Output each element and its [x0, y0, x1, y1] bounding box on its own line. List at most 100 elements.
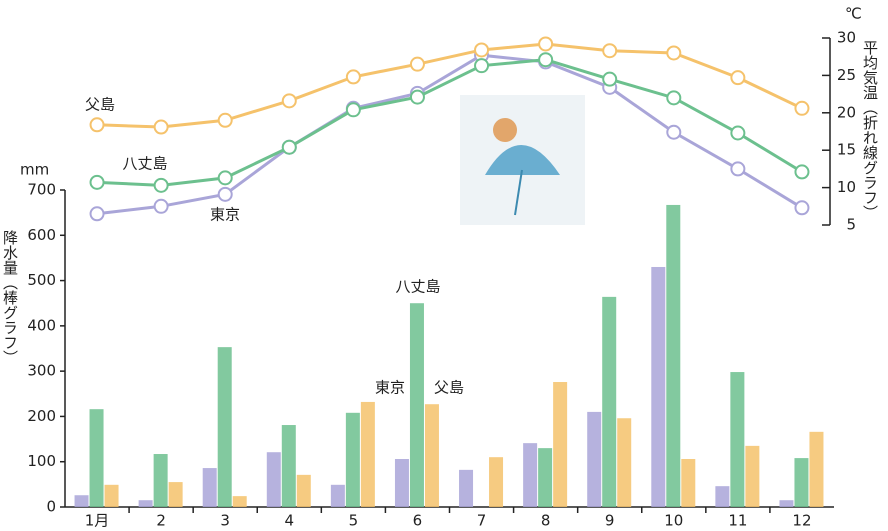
y-axis-title: 降水量（棒グラフ）: [1, 230, 19, 365]
temperature-point: [91, 176, 104, 189]
y2-tick-label: 10: [837, 178, 856, 196]
bar: [282, 425, 296, 507]
y-tick-label: 400: [27, 316, 56, 334]
line-label: 東京: [210, 206, 240, 224]
bar: [218, 347, 232, 507]
temperature-point: [795, 201, 808, 214]
bar: [617, 418, 631, 507]
x-tick-label: 3: [220, 512, 230, 530]
bar: [154, 454, 168, 507]
bar: [730, 372, 744, 507]
temperature-point: [667, 91, 680, 104]
temperature-point: [91, 207, 104, 220]
bar: [779, 500, 793, 507]
bar: [745, 446, 759, 507]
y2-tick-label: 25: [837, 66, 856, 84]
bar: [587, 412, 601, 507]
bar: [523, 443, 537, 507]
bar: [105, 485, 119, 507]
y-tick-label: 0: [46, 498, 56, 516]
bar: [489, 457, 503, 507]
temperature-point: [219, 114, 232, 127]
x-tick-label: 5: [349, 512, 359, 530]
temperature-point: [539, 37, 552, 50]
line-label: 八丈島: [122, 155, 167, 173]
line-label: 父島: [85, 96, 115, 114]
y2-tick-label: 20: [837, 103, 856, 121]
bar: [169, 482, 183, 507]
bar: [233, 496, 247, 507]
y2-tick-label: 30: [837, 29, 856, 47]
bar: [425, 404, 439, 507]
temperature-point: [539, 53, 552, 66]
bar: [297, 475, 311, 507]
x-tick-label: 2: [156, 512, 166, 530]
x-tick-label: 7: [477, 512, 487, 530]
bar: [331, 485, 345, 507]
y2-tick-label: 5: [846, 216, 856, 234]
y-tick-label: 100: [27, 452, 56, 470]
bar: [459, 470, 473, 507]
temperature-point: [283, 94, 296, 107]
y2-tick-label: 15: [837, 141, 856, 159]
temperature-point: [219, 188, 232, 201]
bar: [794, 458, 808, 507]
temperature-point: [667, 46, 680, 59]
temperature-point: [347, 103, 360, 116]
temperature-point: [795, 165, 808, 178]
temperature-point: [219, 171, 232, 184]
bar: [395, 459, 409, 507]
y-tick-label: 500: [27, 271, 56, 289]
bar: [410, 303, 424, 507]
temperature-point: [603, 73, 616, 86]
temperature-point: [795, 102, 808, 115]
bar: [666, 205, 680, 507]
x-tick-label: 1月: [85, 512, 110, 530]
bar: [361, 402, 375, 507]
temperature-point: [155, 200, 168, 213]
bar-label: 父島: [434, 379, 464, 397]
bar-label: 東京: [375, 379, 405, 397]
y2-unit: ℃: [845, 5, 862, 23]
bar-label: 八丈島: [395, 278, 440, 296]
bar: [267, 452, 281, 507]
bar: [651, 267, 665, 507]
temperature-point: [731, 71, 744, 84]
y-tick-label: 200: [27, 407, 56, 425]
y-tick-label: 700: [27, 181, 56, 199]
bar: [346, 413, 360, 507]
bar: [809, 432, 823, 507]
x-tick-label: 9: [605, 512, 615, 530]
y2-axis-title: 平均気温（折れ線グラフ）: [861, 40, 879, 220]
y-tick-label: 300: [27, 362, 56, 380]
chart: mm ℃ 降水量（棒グラフ） 平均気温（折れ線グラフ） 父島 八丈島 東京 八丈…: [0, 0, 888, 531]
temperature-point: [283, 141, 296, 154]
bar: [90, 409, 104, 507]
temperature-line: [97, 44, 802, 127]
bar: [681, 459, 695, 507]
temperature-point: [347, 70, 360, 83]
bar: [75, 495, 89, 507]
bar: [203, 468, 217, 507]
temperature-point: [91, 118, 104, 131]
temperature-point: [667, 126, 680, 139]
bar: [715, 486, 729, 507]
y-unit: mm: [20, 161, 49, 179]
bar: [538, 448, 552, 507]
temperature-point: [155, 179, 168, 192]
temperature-point: [411, 58, 424, 71]
temperature-point: [731, 162, 744, 175]
x-tick-label: 11: [728, 512, 747, 530]
y-tick-label: 600: [27, 226, 56, 244]
bar: [553, 382, 567, 507]
x-tick-label: 8: [541, 512, 551, 530]
x-tick-label: 4: [285, 512, 295, 530]
temperature-point: [475, 43, 488, 56]
temperature-point: [475, 59, 488, 72]
x-tick-label: 12: [792, 512, 811, 530]
bar: [139, 500, 153, 507]
temperature-point: [603, 44, 616, 57]
temperature-point: [731, 126, 744, 139]
temperature-line: [97, 55, 802, 214]
temperature-point: [155, 121, 168, 134]
